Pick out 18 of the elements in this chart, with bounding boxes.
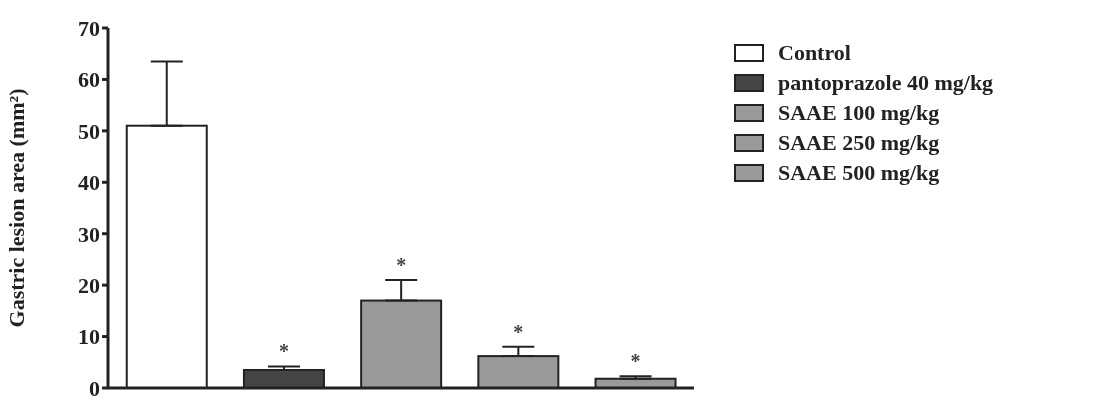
- data-label: *: [513, 320, 524, 343]
- y-tick-label: 20: [78, 272, 100, 298]
- legend-label: SAAE 100 mg/kg: [778, 100, 940, 126]
- y-tick-label: 30: [78, 221, 100, 247]
- legend-label: Control: [778, 40, 851, 66]
- y-tick-label: 50: [78, 118, 100, 144]
- y-tick-label: 40: [78, 170, 100, 196]
- y-tick-label: 0: [89, 375, 100, 401]
- y-tick-label: 70: [78, 15, 100, 41]
- y-tick-label: 10: [78, 324, 100, 350]
- y-axis-title: Gastric lesion area (mm²): [3, 88, 29, 328]
- legend-label: pantoprazole 40 mg/kg: [778, 70, 994, 96]
- data-label: *: [630, 350, 641, 373]
- data-label: *: [278, 340, 289, 363]
- y-tick-label: 60: [78, 67, 100, 93]
- legend-label: SAAE 500 mg/kg: [778, 160, 940, 186]
- data-label: *: [396, 254, 407, 276]
- legend-label: SAAE 250 mg/kg: [778, 130, 940, 156]
